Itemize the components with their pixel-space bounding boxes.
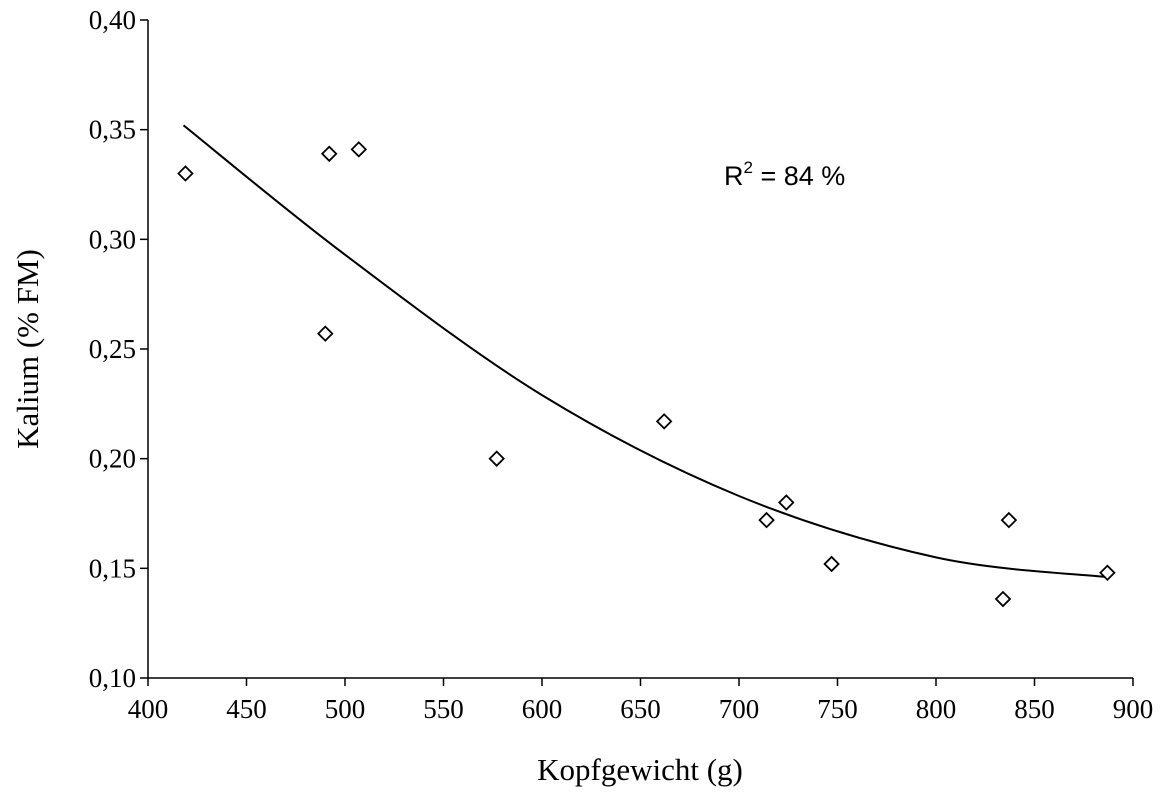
x-tick-label: 450 [226, 694, 267, 724]
y-axis-title: Kalium (% FM) [10, 249, 45, 449]
r-squared-value: = 84 % [753, 161, 845, 191]
x-tick-label: 600 [522, 694, 563, 724]
r-squared-superscript: 2 [744, 158, 753, 177]
x-tick-label: 850 [1014, 694, 1055, 724]
data-point-3 [320, 145, 338, 163]
data-point-2 [317, 325, 334, 342]
y-tick-label: 0,35 [89, 115, 136, 145]
x-tick-label: 750 [817, 694, 858, 724]
data-point-4 [350, 141, 368, 158]
x-tick-label: 650 [620, 694, 661, 724]
x-tick-label: 550 [423, 694, 464, 724]
r-squared-annotation: R2 = 84 % [724, 158, 845, 191]
data-points [177, 141, 1116, 608]
x-tick-label: 500 [325, 694, 366, 724]
data-point-11 [1000, 511, 1018, 529]
data-point-6 [655, 413, 673, 430]
x-tick-label: 900 [1113, 694, 1154, 724]
data-point-10 [994, 590, 1012, 608]
x-tick-label: 700 [719, 694, 760, 724]
data-point-12 [1099, 564, 1116, 581]
x-tick-label: 400 [128, 694, 169, 724]
x-axis-ticks: 400 450 500 550 600 650 700 750 800 850 900 [128, 678, 1154, 724]
y-tick-label: 0,30 [89, 224, 136, 254]
y-tick-label: 0,25 [89, 334, 136, 364]
y-tick-label: 0,10 [89, 663, 136, 693]
y-tick-label: 0,15 [89, 553, 136, 583]
r-squared-base: R [724, 161, 744, 191]
x-axis-title: Kopfgewicht (g) [537, 752, 743, 787]
x-tick-label: 800 [916, 694, 957, 724]
data-point-8 [778, 494, 795, 511]
data-point-7 [758, 511, 775, 529]
data-point-9 [823, 555, 840, 573]
y-tick-label: 0,20 [89, 444, 136, 474]
data-point-1 [177, 165, 194, 182]
trendline [182, 124, 1108, 579]
y-tick-label: 0,40 [89, 5, 136, 35]
data-point-5 [488, 450, 505, 467]
y-axis-ticks: 0,10 0,15 0,20 0,25 0,30 0,35 0,40 [89, 5, 148, 693]
